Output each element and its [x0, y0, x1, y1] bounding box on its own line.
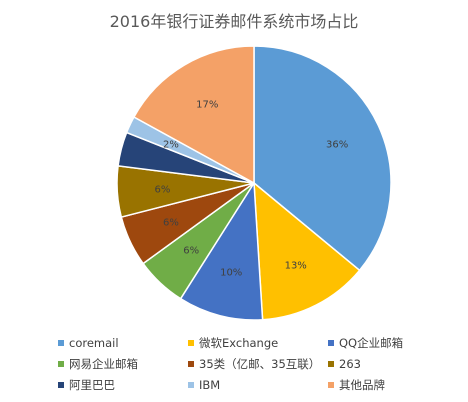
slice-data-label: 6% — [154, 184, 170, 195]
legend-item: QQ企业邮箱 — [328, 334, 448, 351]
slice-data-label: 10% — [220, 267, 242, 278]
slice-data-label: 36% — [326, 139, 348, 150]
legend-item: 微软Exchange — [188, 334, 328, 351]
legend-swatch — [188, 381, 194, 388]
pie-slice — [253, 181, 361, 321]
legend-swatch — [58, 381, 64, 388]
legend-swatch — [328, 381, 334, 388]
legend-label: 其他品牌 — [339, 377, 385, 392]
legend-item: 其他品牌 — [328, 376, 448, 393]
legend-item: 阿里巴巴 — [58, 376, 188, 393]
legend-label: 35类（亿邮、35互联） — [199, 356, 321, 371]
legend-swatch — [188, 339, 194, 346]
slice-data-label: 17% — [196, 100, 218, 111]
pie-slice — [132, 45, 255, 185]
slice-data-label: 2% — [163, 139, 179, 150]
legend-label: IBM — [199, 377, 221, 392]
slice-data-label: 6% — [183, 245, 199, 256]
legend-label: 微软Exchange — [199, 335, 279, 350]
legend-swatch — [328, 339, 334, 346]
legend-item: coremail — [58, 334, 188, 351]
legend-swatch — [58, 339, 64, 346]
legend-swatch — [188, 360, 194, 367]
chart-title: 2016年银行证券邮件系统市场占比 — [109, 12, 359, 31]
legend-item: IBM — [188, 376, 328, 393]
slice-data-label: 13% — [285, 260, 307, 271]
legend-label: 阿里巴巴 — [69, 377, 115, 392]
legend: coremail 微软Exchange QQ企业邮箱网易企业邮箱 35类（亿邮、35互… — [58, 334, 448, 393]
legend-swatch — [328, 360, 334, 367]
pie-slice — [179, 180, 264, 321]
legend-swatch — [58, 360, 64, 367]
legend-label: coremail — [69, 335, 119, 350]
legend-item: 35类（亿邮、35互联） — [188, 355, 328, 372]
legend-item: 263 — [328, 355, 448, 372]
pie-slice — [253, 45, 392, 272]
legend-label: 263 — [339, 356, 361, 371]
legend-label: 网易企业邮箱 — [69, 356, 138, 371]
pie-plot-area: 36% 13% 10% 6% 6% 6% 2% 17% — [116, 45, 392, 321]
legend-item: 网易企业邮箱 — [58, 355, 188, 372]
legend-label: QQ企业邮箱 — [339, 335, 404, 350]
slice-data-label: 6% — [163, 218, 179, 229]
